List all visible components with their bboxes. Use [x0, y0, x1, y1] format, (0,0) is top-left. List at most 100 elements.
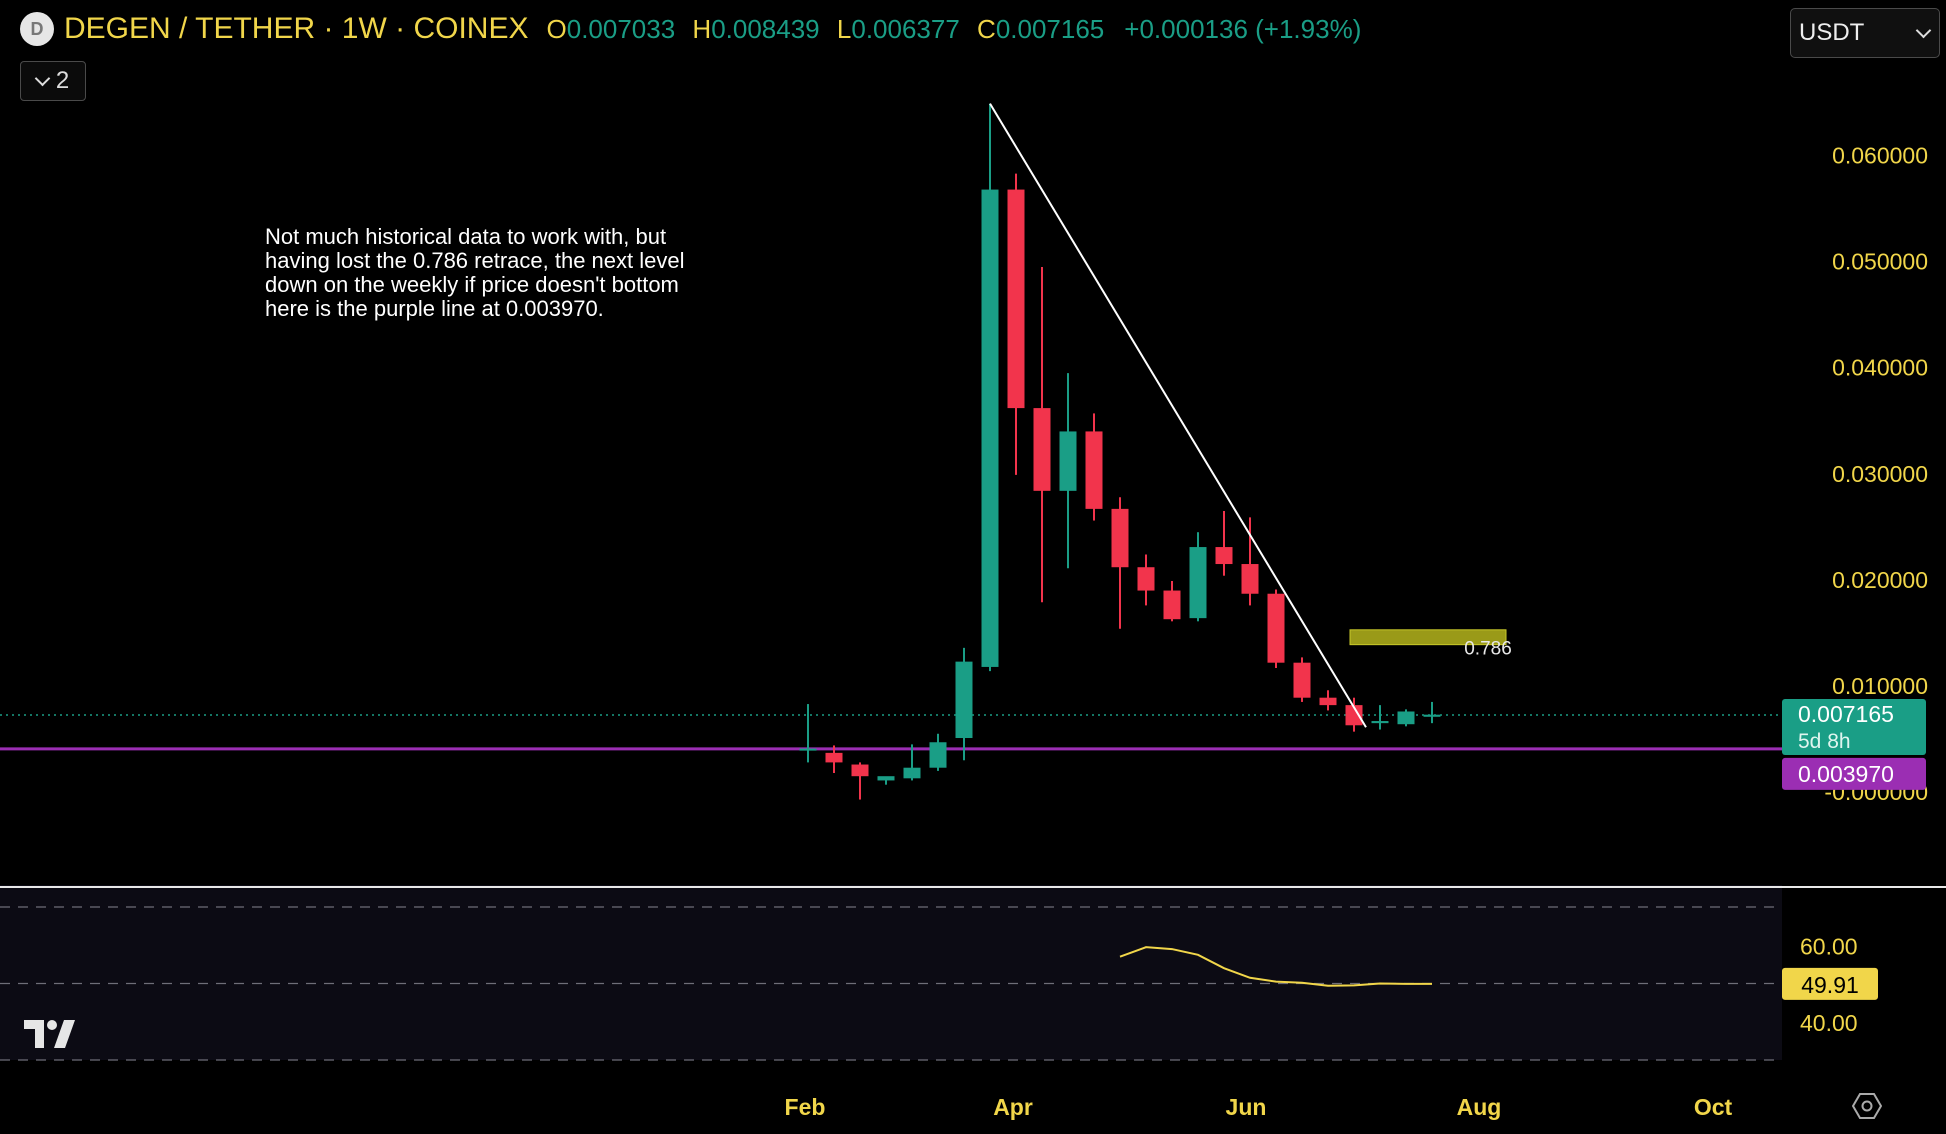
candle-body — [1371, 721, 1389, 724]
ohlc-open-value: 0.007033 — [566, 13, 676, 44]
price-axis-label: 0.030000 — [1832, 461, 1928, 487]
currency-select[interactable]: USDT — [1790, 8, 1940, 58]
candle[interactable] — [1189, 532, 1207, 622]
rsi-axis-label: 60.00 — [1800, 933, 1858, 959]
symbol-header: D DEGEN / TETHER · 1W · COINEX O0.007033… — [20, 12, 1361, 46]
rsi-value-label: 49.91 — [1801, 972, 1859, 998]
candle[interactable] — [1397, 709, 1415, 727]
rsi-axis-label: 40.00 — [1800, 1010, 1858, 1036]
candle[interactable] — [903, 744, 921, 781]
rsi-value-badge — [1782, 967, 1878, 1000]
candle-body — [1215, 547, 1233, 565]
ohlc-key-high: H — [692, 13, 712, 44]
ohlc-key-low: L — [836, 13, 852, 44]
candle[interactable] — [1007, 173, 1025, 475]
candle[interactable] — [1215, 510, 1233, 576]
last-price-badge — [1782, 699, 1926, 756]
candle[interactable] — [1033, 267, 1051, 603]
indicator-count: 2 — [55, 67, 70, 94]
candle-body — [1163, 590, 1181, 620]
fib-0786-zone[interactable] — [1349, 629, 1507, 646]
fib-zone-label: 0.786 — [1464, 639, 1512, 660]
candle-body — [1319, 697, 1337, 706]
currency-value: USDT — [1799, 19, 1865, 46]
candle-body — [851, 764, 869, 777]
price-axis-label: 0.020000 — [1832, 567, 1928, 593]
candle-body — [955, 661, 973, 739]
chevron-down-icon — [34, 70, 51, 86]
rsi-line[interactable] — [1119, 946, 1433, 987]
ohlc-key-close: C — [977, 13, 996, 44]
tradingview-logo-icon[interactable] — [24, 1016, 88, 1052]
candle-body — [1059, 431, 1077, 491]
candle[interactable] — [929, 733, 947, 771]
settings-hexagon-icon[interactable] — [1852, 1092, 1882, 1120]
candle-body — [1189, 547, 1207, 619]
candle[interactable] — [1371, 705, 1389, 730]
candle[interactable] — [981, 103, 999, 672]
candle[interactable] — [799, 704, 817, 763]
candle[interactable] — [825, 745, 843, 774]
price-pane: 0.060000 0.050000 0.040000 0.030000 0.020000… — [0, 103, 1928, 805]
candle[interactable] — [1345, 697, 1363, 732]
candle[interactable] — [1163, 581, 1181, 622]
symbol-title[interactable]: DEGEN / TETHER · 1W · COINEX — [64, 12, 529, 45]
chart-annotation-text[interactable]: Not much historical data to work with, b… — [265, 224, 685, 321]
candle[interactable] — [1085, 413, 1103, 521]
candle-body — [1033, 408, 1051, 491]
trendline[interactable] — [989, 103, 1367, 728]
indicators-toggle-button[interactable]: 2 — [20, 61, 86, 101]
candle-body — [799, 748, 817, 751]
candle-body — [1111, 508, 1129, 568]
price-axis-label: 0.010000 — [1832, 673, 1928, 699]
candle[interactable] — [1241, 517, 1259, 606]
ohlc-close-value: 0.007165 — [995, 13, 1105, 44]
time-axis: Feb Apr Jun Aug Oct — [785, 1094, 1733, 1120]
candle-body — [1267, 593, 1285, 663]
candle-body — [877, 776, 895, 781]
candle[interactable] — [1423, 701, 1441, 724]
candle[interactable] — [851, 762, 869, 800]
rsi-pane: 60.00 40.00 49.91 — [0, 906, 1878, 1061]
candle[interactable] — [1293, 657, 1311, 702]
price-axis-label: 0.060000 — [1832, 143, 1928, 169]
candle[interactable] — [1267, 589, 1285, 668]
candle-body — [1137, 567, 1155, 591]
candle-body — [1085, 431, 1103, 509]
candle[interactable] — [1319, 690, 1337, 711]
ohlc-key-open: O — [546, 13, 567, 44]
last-price-label: 0.007165 — [1798, 701, 1894, 727]
support-price-label: 0.003970 — [1798, 761, 1894, 787]
support-price-badge — [1782, 757, 1926, 790]
price-axis-label: 0.050000 — [1832, 249, 1928, 275]
ohlc-low-value: 0.006377 — [851, 13, 960, 44]
time-axis-label: Apr — [993, 1094, 1033, 1120]
candle-body — [1345, 705, 1363, 726]
chevron-down-icon — [1915, 22, 1932, 38]
candle-body — [1397, 711, 1415, 725]
time-axis-label: Aug — [1457, 1094, 1502, 1120]
candle-body — [1293, 662, 1311, 698]
candle[interactable] — [1111, 497, 1129, 629]
candle[interactable] — [1059, 373, 1077, 569]
candle-body — [903, 767, 921, 779]
candle-body — [1241, 564, 1259, 594]
time-axis-label: Oct — [1694, 1094, 1733, 1120]
ohlc-values: O0.007033 H0.008439 L0.006377 C0.007165 — [547, 14, 1115, 45]
candle-body — [825, 752, 843, 763]
candle[interactable] — [877, 776, 895, 785]
time-axis-label: Jun — [1226, 1094, 1267, 1120]
candle-body — [1007, 189, 1025, 409]
candle[interactable] — [1137, 554, 1155, 606]
candle[interactable] — [955, 647, 973, 761]
price-change: +0.000136 (+1.93%) — [1124, 13, 1362, 44]
time-axis-label: Feb — [785, 1094, 826, 1120]
degen-logo-icon: D — [20, 12, 54, 46]
candle-body — [981, 189, 999, 667]
ohlc-high-value: 0.008439 — [711, 13, 820, 44]
price-axis-label: 0.040000 — [1832, 355, 1928, 381]
bar-countdown: 5d 8h — [1798, 730, 1851, 753]
candle-body — [929, 742, 947, 768]
rsi-pane-background — [0, 885, 1782, 1060]
